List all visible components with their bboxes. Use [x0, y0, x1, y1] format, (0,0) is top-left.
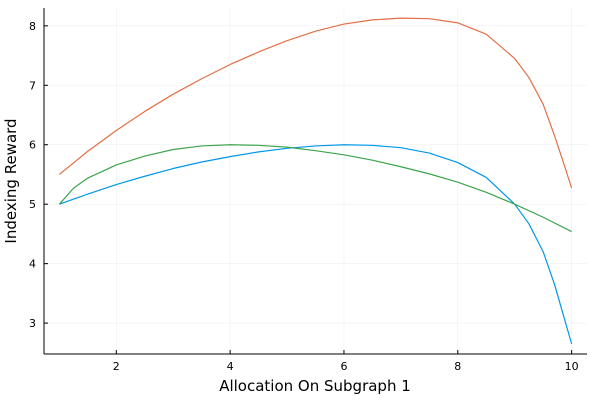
y-tick-label: 8: [29, 20, 36, 33]
y-axis-title: Indexing Reward: [2, 118, 20, 243]
series-line-2: [58, 17, 573, 189]
y-tick-label: 3: [29, 317, 36, 330]
x-axis-title: Allocation On Subgraph 1: [219, 377, 411, 395]
axes: [43, 8, 587, 355]
x-tick-label: 10: [565, 360, 579, 373]
x-ticks: 2 4 6 8 10: [113, 350, 579, 373]
y-tick-label: 5: [29, 198, 36, 211]
y-tick-label: 6: [29, 139, 36, 152]
y-tick-label: 7: [29, 79, 36, 92]
series-lines: [58, 17, 573, 345]
grid: [44, 8, 587, 354]
series-line-1: [59, 144, 573, 345]
y-ticks: 3 4 5 6 7 8: [29, 20, 48, 330]
x-tick-label: 4: [227, 360, 234, 373]
y-tick-label: 4: [29, 258, 36, 271]
series-line-3: [58, 144, 572, 233]
x-tick-label: 8: [454, 360, 461, 373]
x-tick-label: 2: [113, 360, 120, 373]
x-tick-label: 6: [340, 360, 347, 373]
